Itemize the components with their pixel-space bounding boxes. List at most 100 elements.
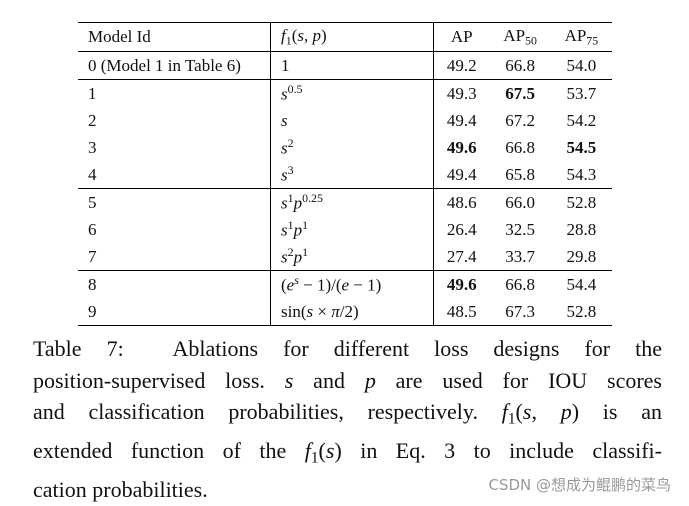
text-segment: p <box>293 220 303 240</box>
table-cell: 52.8 <box>550 298 612 326</box>
table-cell: 54.3 <box>550 161 612 189</box>
text-segment: s <box>284 367 294 393</box>
text-segment: 50 <box>525 33 537 48</box>
header-cell: AP75 <box>550 22 612 52</box>
table-cell: s0.5 <box>270 79 434 107</box>
text-segment: 1 <box>287 218 294 233</box>
text-segment: f <box>304 438 311 464</box>
table-row: 0 (Model 1 in Table 6) 1 49.2 66.8 54.0 <box>78 51 612 80</box>
text-segment: , <box>303 25 313 45</box>
table-cell: 54.2 <box>566 110 597 130</box>
table-cell: 49.6 <box>446 137 477 157</box>
text-segment: e <box>341 275 350 295</box>
header-cell: AP <box>433 22 490 52</box>
text-segment: s <box>281 220 288 240</box>
table-cell: (es − 1)/(e − 1) <box>270 270 434 298</box>
text-segment: s <box>281 193 288 213</box>
caption-line: Table 7: Ablations for different loss de… <box>33 333 662 365</box>
table-cell: s2 <box>270 134 434 161</box>
table-cell: 27.4 <box>433 243 490 271</box>
text-segment: 1 <box>285 33 292 48</box>
text-segment: ) <box>334 438 342 464</box>
table-cell: s2p1 <box>270 243 434 271</box>
text-segment: in Eq. 3 to include classifi- <box>341 438 662 464</box>
table-row: 1 s0.5 49.3 67.5 53.7 <box>78 79 612 107</box>
table-cell: 1 <box>78 79 271 107</box>
text-segment: /2) <box>339 301 359 321</box>
table-row: 3 s2 49.6 66.8 54.5 <box>78 134 612 161</box>
table-cell: 1 <box>270 51 434 80</box>
table-cell: 67.2 <box>505 110 535 130</box>
table-row: 4 s3 49.4 65.8 54.3 <box>78 161 612 189</box>
table-cell: 5 <box>78 188 271 216</box>
table-cell: 49.6 <box>446 274 477 294</box>
text-segment: s <box>522 399 532 424</box>
text-segment: 1 <box>302 218 309 233</box>
header-row: Model Id f1(s, p) AP AP50 AP75 <box>78 22 612 52</box>
text-segment: f <box>501 399 508 424</box>
caption-line: extended function of the f1(s) in Eq. 3 … <box>33 435 662 474</box>
text-segment: cation probabilities. <box>33 477 208 503</box>
table-cell: 29.8 <box>550 243 612 271</box>
text-segment: 1 <box>507 410 516 428</box>
text-segment: 2 <box>287 136 294 151</box>
table-cell: 26.4 <box>446 219 477 239</box>
table-cell: 67.5 <box>505 83 535 103</box>
table-cell: 9 <box>78 298 271 326</box>
text-segment: s <box>281 165 288 185</box>
table-row: 8 (es − 1)/(e − 1) 49.6 66.8 54.4 <box>78 270 612 298</box>
table-cell: 7 <box>78 243 271 271</box>
table-cell: s3 <box>270 161 434 189</box>
table-cell: 3 <box>78 134 271 161</box>
text-segment: s <box>281 84 288 104</box>
table-cell: 49.3 <box>446 83 477 103</box>
caption-line: cation probabilities. <box>33 474 662 506</box>
table-cell: 49.2 <box>433 51 490 80</box>
table-cell: 33.7 <box>489 243 551 271</box>
text-segment: sin( <box>281 301 307 321</box>
table-cell: s1p0.25 <box>270 188 434 216</box>
table-cell: 54.5 <box>566 137 597 157</box>
header-cell: f1(s, p) <box>270 22 434 52</box>
caption-line: and classification probabilities, respec… <box>33 396 662 435</box>
text-segment: ( <box>281 275 287 295</box>
text-segment: 1 <box>287 191 294 206</box>
table-cell: 66.8 <box>505 274 535 294</box>
text-segment: × <box>313 301 332 321</box>
text-segment: s <box>325 438 335 464</box>
text-segment: is an <box>579 399 662 424</box>
text-segment: s <box>297 25 304 45</box>
table-row: 5 s1p0.25 48.6 66.0 52.8 <box>78 188 612 216</box>
text-segment: Table 7: Ablations for different loss de… <box>33 336 662 361</box>
text-segment: s <box>281 110 288 130</box>
table-row: 9 sin(s × π/2) 48.5 67.3 52.8 <box>78 298 612 326</box>
text-segment: , <box>531 399 561 424</box>
text-segment: f <box>281 25 286 45</box>
text-segment: 1 <box>302 245 309 260</box>
text-segment: 0.5 <box>287 82 303 97</box>
text-segment: 0.25 <box>302 191 323 206</box>
results-table: Model Id f1(s, p) AP AP50 AP75 0 (Model 1 in … <box>78 22 612 326</box>
table-cell: 6 <box>78 216 271 243</box>
text-segment: ( <box>515 399 523 424</box>
text-segment: π <box>331 301 340 321</box>
table-cell: 53.7 <box>566 83 597 103</box>
header-cell: AP50 <box>489 22 551 52</box>
table-cell: 32.5 <box>505 219 535 239</box>
table-cell: 54.0 <box>550 51 612 80</box>
text-segment: p <box>312 25 321 45</box>
header-cell: Model Id <box>78 22 271 52</box>
table-cell: 28.8 <box>566 219 597 239</box>
text-segment: p <box>293 247 303 267</box>
table-cell: 4 <box>78 161 271 189</box>
table-cell: 67.3 <box>489 298 551 326</box>
text-segment: s <box>281 138 288 158</box>
table-row: 6 s1p1 26.4 32.5 28.8 <box>78 216 612 243</box>
text-segment: ( <box>291 25 298 45</box>
text-segment: and <box>293 367 365 393</box>
table-cell: 8 <box>78 270 271 298</box>
text-segment: p <box>293 193 303 213</box>
text-segment: ( <box>318 438 326 464</box>
table-cell: 52.8 <box>566 192 597 212</box>
